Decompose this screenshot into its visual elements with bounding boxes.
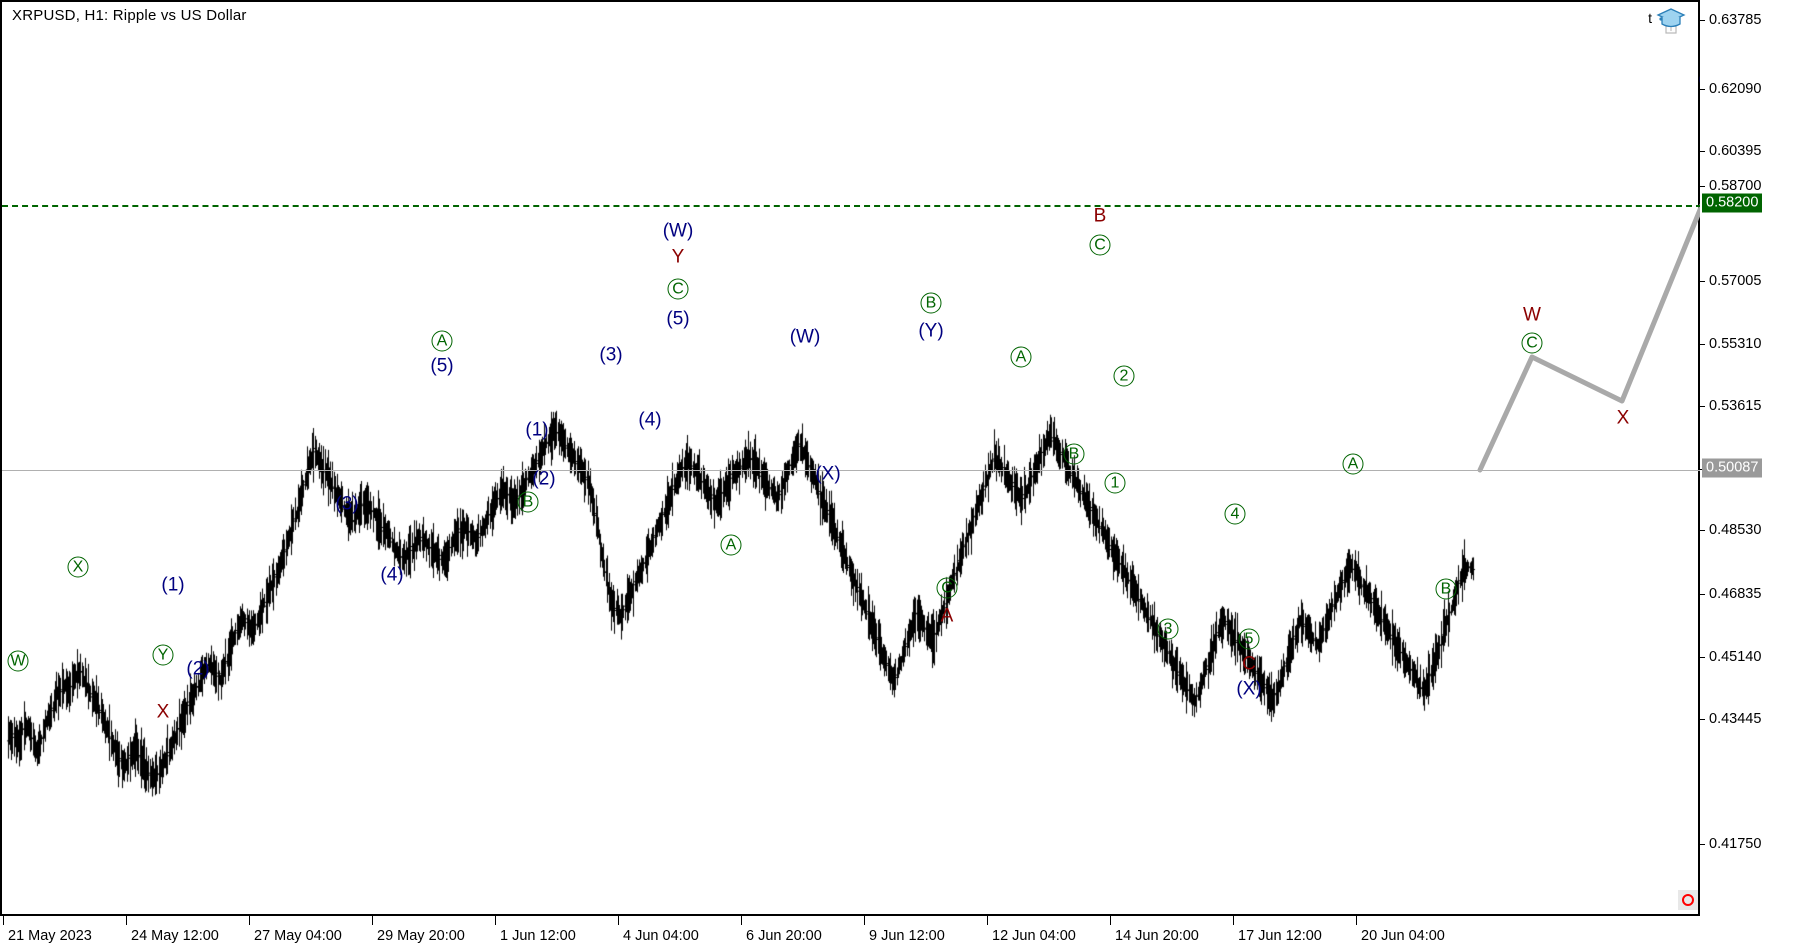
- wave-label-circled-W: W: [7, 650, 29, 672]
- wave-label-circled-B: B: [920, 292, 942, 314]
- wave-label-circled-C: C: [667, 278, 689, 300]
- wave-label-minor: (5): [666, 308, 690, 330]
- wave-label-circled-1: 1: [1104, 472, 1126, 494]
- target-price-line: [2, 205, 1702, 207]
- wave-label-minor: (W): [662, 220, 694, 242]
- chart-title: XRPUSD, H1: Ripple vs US Dollar: [12, 7, 247, 24]
- wave-label-circled-B: B: [1435, 578, 1457, 600]
- target-price-badge[interactable]: 0.58200: [1702, 193, 1763, 213]
- wave-label-minor: (3): [335, 493, 359, 515]
- time-tick-label: 6 Jun 20:00: [741, 916, 822, 944]
- wave-label-circled-A: A: [720, 534, 742, 556]
- time-tick-label: 20 Jun 04:00: [1356, 916, 1445, 944]
- education-letter: t: [1648, 10, 1652, 26]
- time-tick-label: 1 Jun 12:00: [495, 916, 576, 944]
- price-tick-label: 0.60395: [1700, 143, 1761, 159]
- price-tick-label: 0.48530: [1700, 522, 1761, 538]
- price-tick-label: 0.41750: [1700, 836, 1761, 852]
- price-axis[interactable]: 0.63785 0.62090 0.60395 0.58700 0.57005 0.553…: [1700, 0, 1818, 916]
- wave-label-minor: (1): [161, 574, 185, 596]
- wave-label-major-W: W: [1523, 304, 1541, 326]
- wave-label-circled-Y: Y: [152, 644, 174, 666]
- wave-label-circled-3: 3: [1157, 618, 1179, 640]
- wave-label-minor: (1): [525, 419, 549, 441]
- wave-label-circled-C: C: [1089, 234, 1111, 256]
- wave-label-circled-5: 5: [1238, 628, 1260, 650]
- wave-label-major-X: X: [1616, 407, 1630, 429]
- wave-label-minor: (2): [186, 658, 210, 680]
- price-tick-label: 0.53615: [1700, 398, 1761, 414]
- wave-label-minor: (4): [638, 409, 662, 431]
- chart-plot-area[interactable]: XRPUSD, H1: Ripple vs US Dollar t W X (1) (…: [0, 0, 1727, 918]
- record-button[interactable]: [1678, 890, 1698, 910]
- wave-label-minor: (Y): [918, 320, 944, 342]
- wave-label-circled-B: B: [1063, 443, 1085, 465]
- price-tick-label: 0.45140: [1700, 649, 1761, 665]
- price-tick-label: 0.58700: [1700, 178, 1761, 194]
- time-tick-label: 24 May 12:00: [126, 916, 219, 944]
- time-tick-label: 21 May 2023: [3, 916, 92, 944]
- wave-label-major-B: B: [1093, 205, 1107, 227]
- price-tick-label: 0.55310: [1700, 336, 1761, 352]
- time-tick-label: 14 Jun 20:00: [1110, 916, 1199, 944]
- time-tick-label: 9 Jun 12:00: [864, 916, 945, 944]
- wave-label-major-C: C: [1242, 653, 1256, 675]
- current-price-line: [2, 470, 1702, 471]
- graduation-cap-icon[interactable]: [1656, 7, 1686, 35]
- wave-label-major-X: X: [156, 701, 170, 723]
- wave-label-circled-A: A: [431, 330, 453, 352]
- time-tick-label: 29 May 20:00: [372, 916, 465, 944]
- price-tick-label: 0.62090: [1700, 81, 1761, 97]
- record-circle-icon: [1682, 894, 1694, 906]
- price-tick-label: 0.57005: [1700, 273, 1761, 289]
- time-tick-label: 4 Jun 04:00: [618, 916, 699, 944]
- wave-label-circled-C: C: [936, 577, 958, 599]
- time-axis[interactable]: 21 May 2023 24 May 12:00 27 May 04:00 29 Ma…: [0, 916, 1700, 948]
- price-bar-series: [2, 2, 1702, 918]
- wave-label-minor: (3): [599, 344, 623, 366]
- current-price-badge[interactable]: 0.50087: [1702, 458, 1763, 478]
- wave-label-circled-A: A: [1010, 346, 1032, 368]
- wave-label-minor: (5): [430, 355, 454, 377]
- wave-label-major-A: A: [940, 605, 954, 627]
- wave-label-circled-4: 4: [1224, 503, 1246, 525]
- wave-label-minor: (4): [380, 564, 404, 586]
- wave-label-circled-C: C: [1521, 332, 1543, 354]
- wave-label-minor: (W): [789, 326, 821, 348]
- wave-label-circled-B: B: [517, 491, 539, 513]
- wave-label-circled-X: X: [67, 556, 89, 578]
- wave-label-major-Y: Y: [671, 246, 685, 268]
- wave-label-minor: (2): [532, 468, 556, 490]
- wave-label-circled-2: 2: [1113, 365, 1135, 387]
- wave-label-minor: (X): [1236, 678, 1262, 700]
- price-tick-label: 0.63785: [1700, 12, 1761, 28]
- price-tick-label: 0.46835: [1700, 586, 1761, 602]
- wave-label-circled-A: A: [1342, 453, 1364, 475]
- time-tick-label: 27 May 04:00: [249, 916, 342, 944]
- price-tick-label: 0.43445: [1700, 711, 1761, 727]
- time-tick-label: 17 Jun 12:00: [1233, 916, 1322, 944]
- wave-label-minor: (X): [815, 463, 841, 485]
- time-tick-label: 12 Jun 04:00: [987, 916, 1076, 944]
